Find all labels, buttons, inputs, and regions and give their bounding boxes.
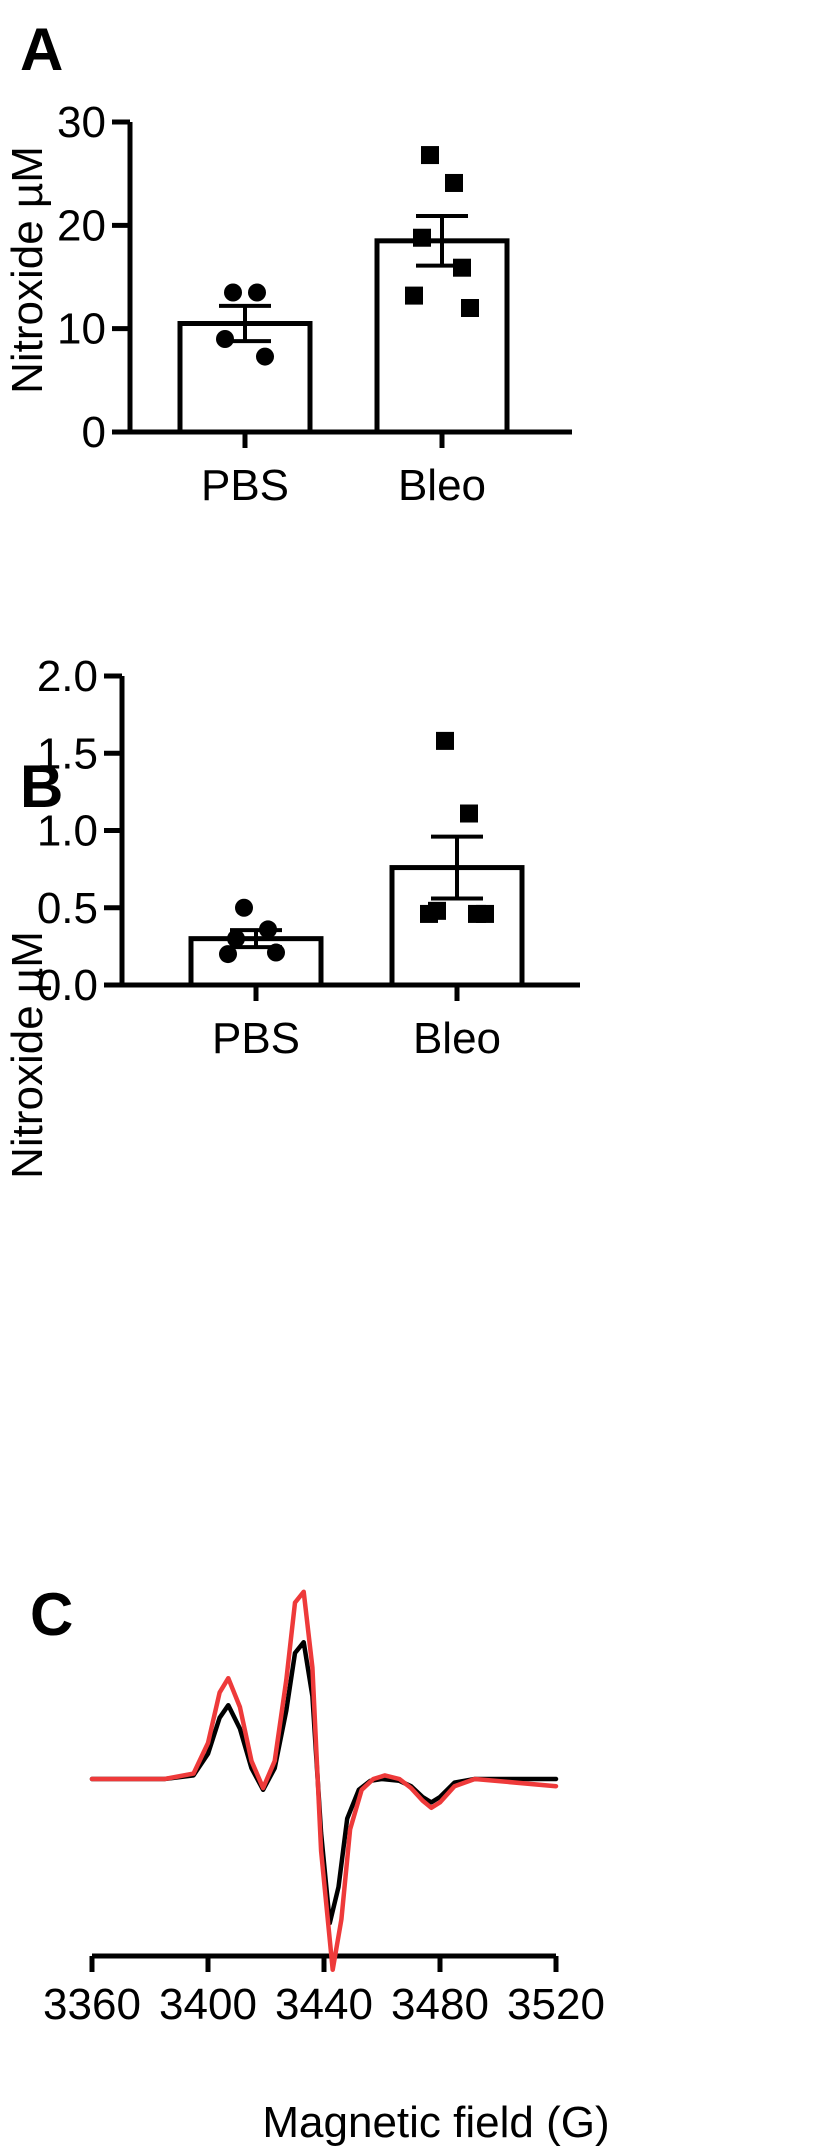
data-point-bleo	[436, 731, 454, 750]
bar-bleo	[374, 238, 510, 435]
panel-label-c: C	[30, 1581, 73, 1648]
data-point-bleo	[453, 258, 471, 277]
data-point-bleo	[476, 904, 494, 923]
data-point-bleo	[460, 804, 478, 823]
data-point-pbs	[224, 283, 242, 302]
data-point-pbs	[219, 945, 237, 964]
y-tick-label: 1.5	[37, 729, 98, 778]
y-tick-label: 2.0	[37, 652, 98, 701]
data-point-bleo	[413, 228, 431, 247]
data-point-pbs	[256, 347, 274, 366]
data-point-bleo	[421, 146, 439, 165]
y-tick-label: 30	[57, 98, 106, 147]
data-point-pbs	[216, 330, 234, 348]
y-tick-label: 20	[57, 201, 106, 250]
data-point-pbs	[248, 283, 266, 302]
y-axis-title-a: Nitroxide µM	[3, 146, 52, 394]
data-point-pbs	[227, 929, 245, 948]
y-tick-label: 1.0	[37, 807, 98, 856]
x-tick-label: 3520	[507, 1980, 605, 2029]
data-point-pbs	[259, 920, 277, 939]
data-point-bleo	[461, 299, 479, 317]
x-tick-label: 3480	[391, 1980, 489, 2029]
data-point-bleo	[445, 173, 463, 192]
x-tick-label: 3440	[275, 1980, 373, 2029]
y-tick-label: 0.5	[37, 884, 98, 933]
category-label-pbs: PBS	[201, 461, 289, 510]
category-label-bleo: Bleo	[413, 1014, 501, 1063]
data-point-pbs	[267, 943, 285, 962]
panel-b: 0.0 0.5 1.0 1.5 2.0 PBS Bleo	[37, 652, 580, 1063]
x-axis-title-c: Magnetic field (G)	[262, 2098, 609, 2147]
y-tick-label: 10	[57, 305, 106, 354]
x-tick-label: 3360	[43, 1980, 141, 2029]
y-tick-label: 0.0	[37, 961, 98, 1010]
y-tick-label: 0	[82, 408, 106, 457]
x-tick-label: 3400	[159, 1980, 257, 2029]
panel-label-b: B	[20, 753, 63, 820]
panel-a: 0 10 20 30 PBS Bleo	[57, 98, 572, 510]
data-point-pbs	[235, 898, 253, 917]
category-label-bleo: Bleo	[398, 461, 486, 510]
panel-c: 3360 3400 3440 3480 3520	[43, 1589, 605, 2029]
category-label-pbs: PBS	[212, 1014, 300, 1063]
spectrum-line-1	[89, 1589, 559, 1973]
data-point-bleo	[420, 904, 438, 923]
panel-label-a: A	[20, 16, 63, 83]
y-axis-title-b: Nitroxide µM	[3, 931, 52, 1179]
data-point-bleo	[405, 286, 423, 305]
